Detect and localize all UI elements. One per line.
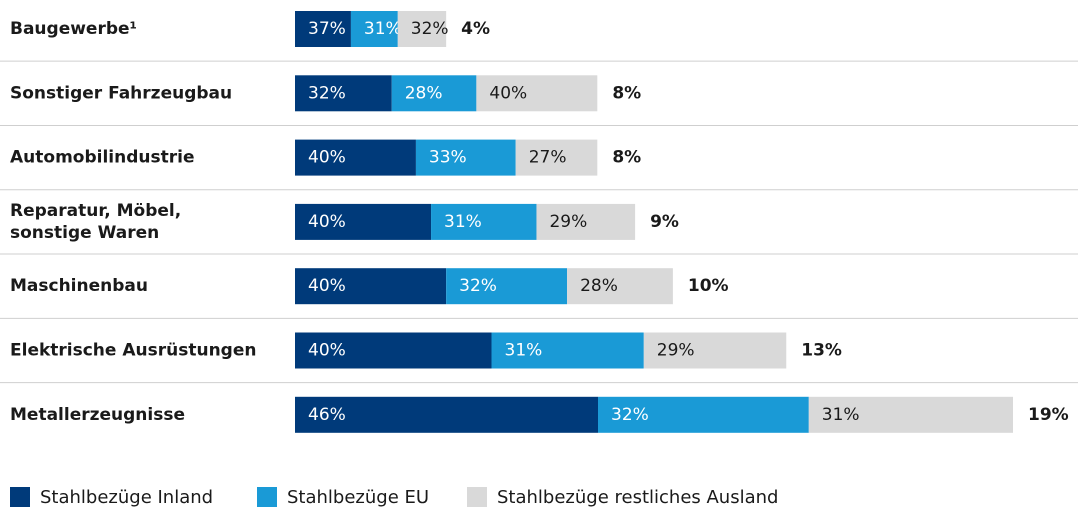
bar-segment (476, 75, 598, 112)
total-label: 13% (801, 341, 842, 361)
segment-label: 40% (489, 83, 527, 103)
bar-segment (515, 139, 598, 176)
category-label: Baugewerbe¹ (10, 19, 137, 39)
segment-label: 40% (308, 276, 346, 296)
legend-label: Stahlbezüge EU (287, 487, 429, 508)
bar-segment (491, 332, 644, 369)
segment-label: 29% (549, 212, 587, 232)
bar-segment (397, 11, 447, 47)
bar-segment (295, 268, 447, 305)
segment-label: 31% (444, 212, 482, 232)
total-label: 8% (612, 148, 641, 168)
segment-label: 31% (364, 19, 402, 39)
bar-segment (350, 11, 398, 47)
legend-label: Stahlbezüge restliches Ausland (497, 487, 778, 508)
segment-label: 40% (308, 148, 346, 168)
legend-swatch (467, 487, 487, 507)
segment-label: 28% (580, 276, 618, 296)
segment-label: 32% (611, 405, 649, 425)
category-label: Reparatur, Möbel, sonstige Waren (10, 201, 181, 243)
total-label: 8% (612, 83, 641, 103)
category-label: Maschinenbau (10, 276, 148, 296)
segment-label: 29% (657, 341, 695, 361)
bar-segment (643, 332, 787, 369)
bar-segment (295, 203, 432, 240)
bar-segment (295, 75, 392, 112)
segment-label: 32% (459, 276, 497, 296)
bar-segment (567, 268, 673, 305)
category-label: Elektrische Ausrüstungen (10, 341, 256, 361)
bar-segment (446, 268, 568, 305)
segment-label: 31% (505, 341, 543, 361)
bar-segment (295, 11, 351, 47)
legend-label: Stahlbezüge Inland (40, 487, 213, 508)
segment-label: 40% (308, 341, 346, 361)
bar-segment (295, 332, 492, 369)
segment-label: 27% (529, 148, 567, 168)
legend-swatch (10, 487, 30, 507)
total-label: 19% (1028, 405, 1069, 425)
bar-segment (391, 75, 477, 112)
bar-segment (431, 203, 537, 240)
segment-label: 33% (429, 148, 467, 168)
total-label: 10% (688, 276, 729, 296)
bar-segment (295, 139, 416, 176)
bar-segment (598, 396, 809, 433)
category-label: Automobilindustrie (10, 148, 194, 168)
segment-label: 31% (822, 405, 860, 425)
total-label: 4% (461, 19, 490, 39)
segment-label: 37% (308, 19, 346, 39)
segment-label: 40% (308, 212, 346, 232)
legend-swatch (257, 487, 277, 507)
bar-segment (808, 396, 1013, 433)
total-label: 9% (650, 212, 679, 232)
bar-segment (295, 396, 599, 433)
category-label: Sonstiger Fahrzeugbau (10, 83, 232, 103)
category-label: Metallerzeugnisse (10, 405, 185, 425)
segment-label: 28% (405, 83, 443, 103)
bar-segment (415, 139, 516, 176)
segment-label: 32% (411, 19, 449, 39)
bar-segment (536, 203, 636, 240)
segment-label: 32% (308, 83, 346, 103)
segment-label: 46% (308, 405, 346, 425)
